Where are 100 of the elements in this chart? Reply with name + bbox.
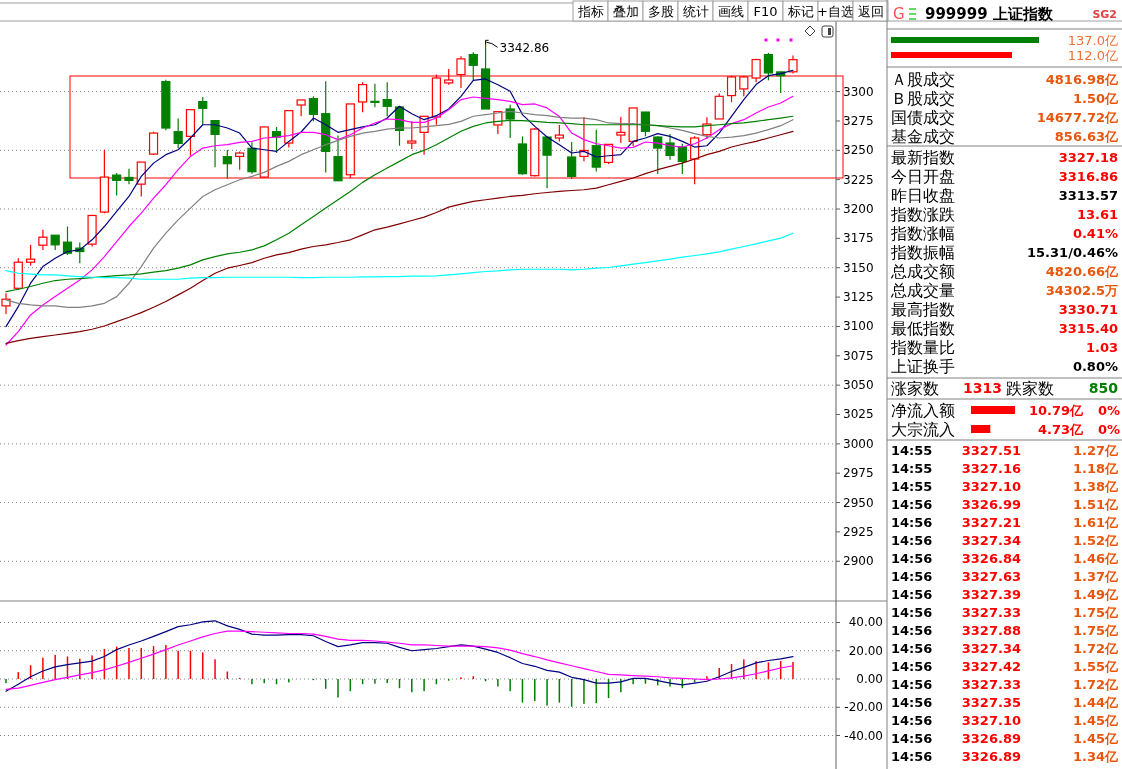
candlestick	[358, 81, 368, 113]
y-tick-label: 3025	[843, 407, 874, 422]
text: Ｂ股成交	[891, 88, 955, 108]
text: 14:55	[891, 442, 933, 458]
text: 3327.10	[961, 478, 1021, 494]
text: 14:56	[891, 694, 933, 710]
text: 3326.84	[961, 550, 1021, 566]
text: 14:56	[891, 532, 933, 548]
text: 最高指数	[891, 299, 955, 319]
candlestick	[38, 229, 48, 251]
text: 1.44亿	[1072, 694, 1119, 710]
text: 1.37亿	[1072, 568, 1119, 584]
candlestick	[235, 150, 245, 171]
candlestick	[726, 75, 737, 103]
text: 15.31/0.46%	[1027, 244, 1118, 260]
candlestick	[567, 141, 577, 180]
y-tick-label: -40.00	[844, 728, 883, 743]
candlestick	[62, 225, 73, 256]
text: 画线	[717, 3, 744, 19]
text: 14:56	[891, 586, 933, 602]
text: 3326.89	[961, 730, 1021, 746]
text: 34302.5万	[1045, 282, 1118, 298]
candlestick	[222, 149, 232, 179]
text: 3327.51	[961, 442, 1021, 458]
y-tick-label: 2950	[843, 495, 874, 510]
candlestick	[714, 93, 724, 120]
text: 1313	[963, 380, 1002, 396]
text: 涨家数	[891, 378, 939, 398]
candlestick	[308, 95, 319, 122]
text: 14:56	[891, 712, 933, 728]
y-tick-label: 0.00	[856, 672, 883, 687]
text: 1.75亿	[1072, 604, 1119, 620]
y-tick-label: 3275	[843, 113, 874, 128]
text: 指数量比	[890, 337, 955, 357]
text: 0%	[1097, 421, 1120, 437]
text: 1.49亿	[1072, 586, 1119, 602]
candlestick	[382, 81, 392, 117]
text: 14:56	[891, 658, 933, 674]
text: 昨日收盘	[891, 185, 955, 205]
text: 14:56	[891, 550, 933, 566]
text: 1.55亿	[1072, 658, 1119, 674]
text: 14:56	[891, 730, 933, 746]
y-tick-label: 3125	[843, 290, 874, 305]
text: 1.51亿	[1072, 496, 1119, 512]
text: 4816.98亿	[1045, 71, 1119, 87]
text: 指标	[576, 3, 604, 19]
text: 3313.57	[1058, 187, 1118, 203]
text: 1.72亿	[1072, 676, 1119, 692]
candlestick	[370, 83, 380, 108]
candlestick	[591, 129, 601, 173]
text: 14:56	[891, 514, 933, 530]
text: 标记	[786, 3, 814, 19]
candlestick	[124, 168, 134, 185]
text: 今日开盘	[891, 166, 955, 186]
text: 14:56	[891, 676, 933, 692]
y-tick-label: 20.00	[848, 643, 883, 658]
y-tick-label: 2975	[843, 466, 874, 481]
y-tick-label: 3150	[843, 260, 874, 275]
data-label: 4.73亿	[1037, 421, 1084, 437]
text: 多股	[647, 3, 674, 19]
text: 3327.33	[961, 676, 1021, 692]
text: 返回	[857, 3, 884, 19]
text: G	[893, 5, 905, 23]
y-tick-label: 3225	[843, 172, 874, 187]
candlestick	[25, 244, 36, 267]
text: 3327.35	[961, 694, 1021, 710]
y-tick-label: 大宗流入	[891, 419, 955, 439]
text: 856.63亿	[1054, 128, 1119, 144]
y-tick-label: 3300	[843, 84, 874, 99]
text: 1.34亿	[1072, 748, 1119, 764]
text: 上证换手	[891, 356, 955, 376]
text: 3327.16	[961, 460, 1021, 476]
y-tick-label: 3000	[843, 436, 874, 451]
text: 1.45亿	[1072, 712, 1119, 728]
text: 3326.89	[961, 748, 1021, 764]
text: 1.72亿	[1072, 640, 1119, 656]
text: 0%	[1097, 402, 1120, 418]
text: 14:56	[891, 640, 933, 656]
candlestick	[677, 143, 687, 175]
text: 14:56	[891, 622, 933, 638]
candlestick	[468, 51, 478, 81]
text: 最新指数	[891, 147, 955, 167]
text: +自选	[817, 3, 854, 19]
data-label: 137.0亿	[1067, 32, 1118, 48]
text: 国债成交	[891, 107, 955, 127]
text: 1.46亿	[1072, 550, 1119, 566]
text: 1.27亿	[1072, 442, 1119, 458]
text: 1.75亿	[1072, 622, 1119, 638]
text: 14:56	[891, 568, 933, 584]
text: 3327.39	[961, 586, 1021, 602]
y-tick-label: 3200	[843, 202, 874, 217]
candlestick	[198, 96, 208, 126]
text: 1.18亿	[1072, 460, 1119, 476]
candlestick	[407, 120, 417, 150]
text: 叠加	[612, 3, 639, 19]
text: 4820.66亿	[1045, 263, 1119, 279]
candlestick	[296, 99, 306, 117]
text: 3327.88	[961, 622, 1021, 638]
text: 总成交量	[890, 280, 955, 300]
candlestick	[542, 135, 552, 189]
